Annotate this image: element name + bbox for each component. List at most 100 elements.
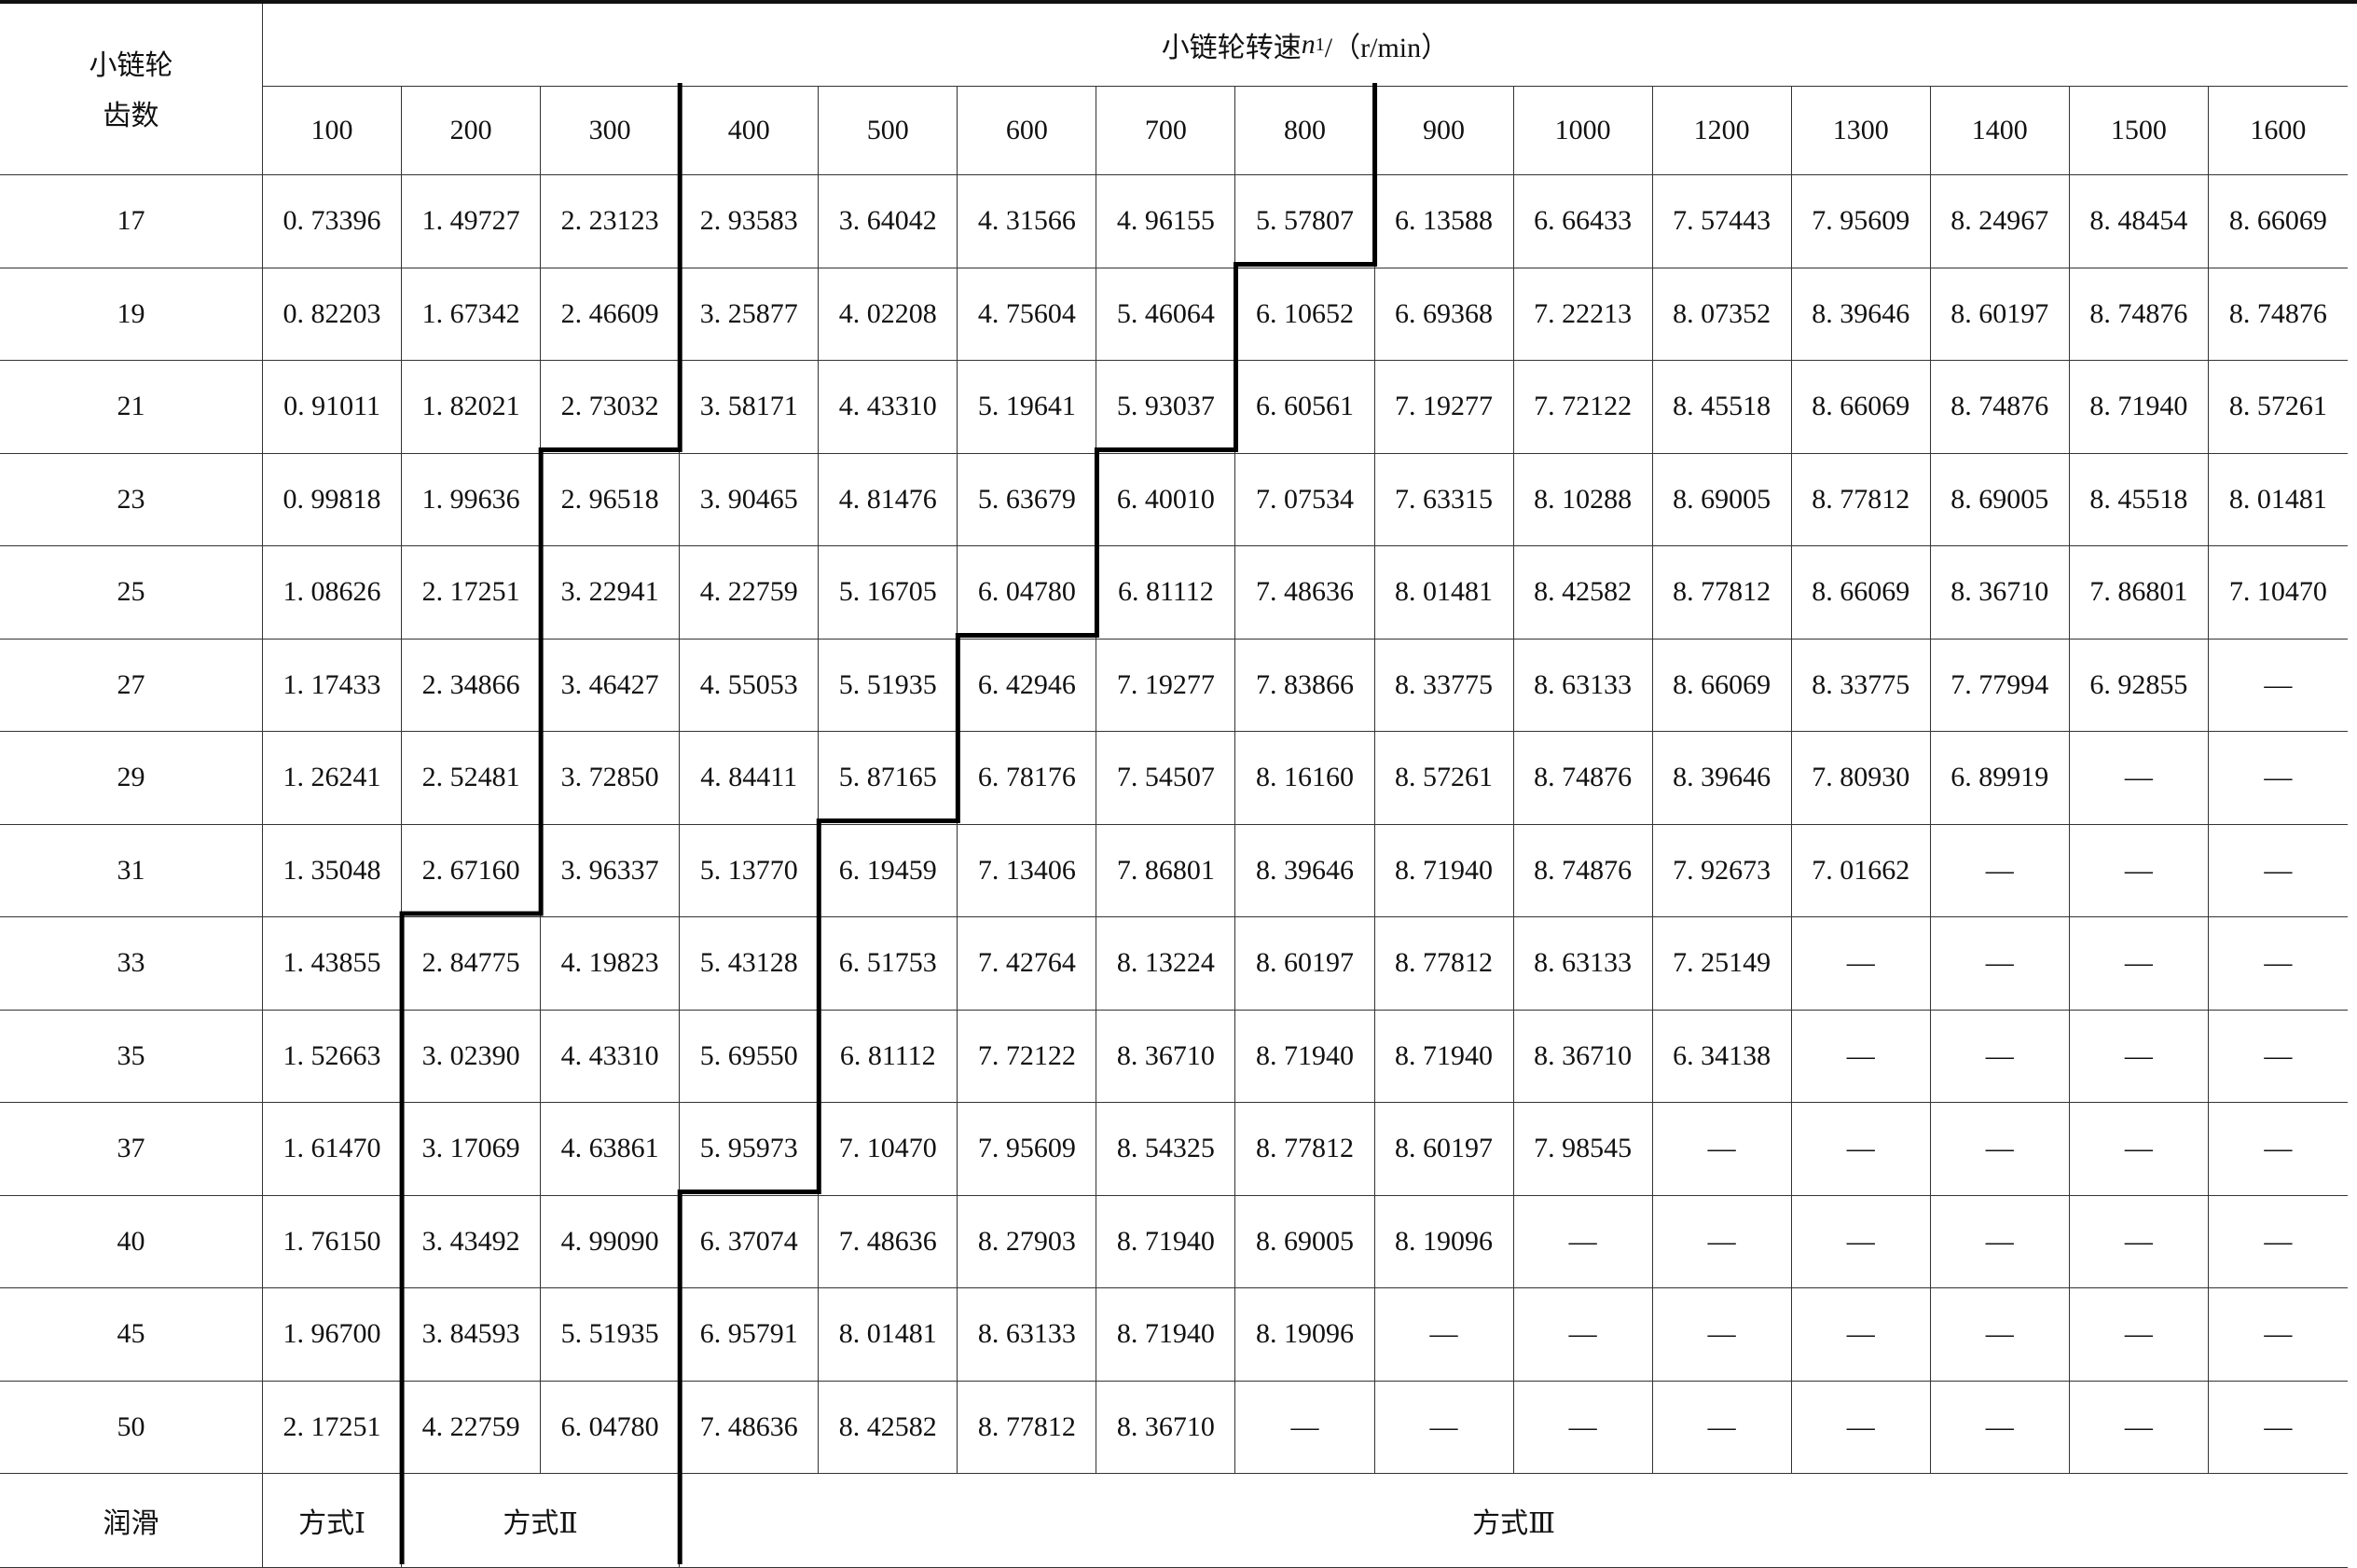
value-cell: 7. 48636	[819, 1195, 958, 1288]
value-cell: 6. 51753	[819, 917, 958, 1011]
value-cell: 7. 63315	[1374, 453, 1514, 546]
value-cell: 7. 77994	[1930, 639, 2070, 732]
value-cell: 8. 01481	[2208, 454, 2348, 546]
teeth-cell: 21	[0, 361, 263, 454]
value-cell: —	[1513, 1195, 1653, 1288]
value-cell: 8. 01481	[1374, 546, 1514, 640]
value-cell: 8. 45518	[2069, 453, 2209, 546]
value-cell: 0. 91011	[263, 361, 403, 454]
value-cell: 8. 66069	[1791, 361, 1931, 454]
value-cell: —	[1930, 917, 2070, 1011]
value-cell: 8. 33775	[1374, 639, 1514, 732]
value-cell: —	[1374, 1288, 1514, 1382]
value-cell: 5. 13770	[680, 824, 820, 917]
value-cell: 1. 49727	[402, 175, 542, 268]
value-cell: 6. 89919	[1930, 732, 2070, 825]
value-cell: 3. 96337	[541, 824, 681, 917]
value-cell: 8. 74876	[2208, 268, 2348, 361]
value-cell: 7. 48636	[680, 1381, 820, 1474]
value-cell: 7. 19277	[1374, 361, 1514, 454]
value-cell: 1. 67342	[402, 268, 542, 361]
value-cell: 4. 99090	[541, 1195, 681, 1288]
value-cell: 6. 42946	[958, 639, 1097, 732]
value-cell: 2. 84775	[402, 917, 542, 1011]
value-cell: 2. 34866	[402, 639, 542, 732]
value-cell: —	[2069, 1195, 2209, 1288]
value-cell: 8. 77812	[1652, 546, 1792, 640]
value-cell: 1. 99636	[402, 453, 542, 546]
value-cell: 2. 52481	[402, 732, 542, 825]
value-cell: 1. 43855	[263, 917, 403, 1011]
value-cell: 2. 73032	[541, 361, 681, 454]
value-cell: —	[1930, 1195, 2070, 1288]
value-cell: 7. 01662	[1791, 824, 1931, 917]
value-cell: 7. 22213	[1513, 268, 1653, 361]
speed-header-cell: 800	[1235, 87, 1375, 175]
speed-header-cell: 500	[819, 87, 958, 175]
value-cell: —	[2208, 1196, 2348, 1288]
value-cell: —	[1235, 1381, 1375, 1474]
value-cell: 3. 22941	[541, 546, 681, 640]
value-cell: 6. 78176	[958, 732, 1097, 825]
value-cell: —	[1652, 1195, 1792, 1288]
teeth-cell: 33	[0, 917, 263, 1011]
value-cell: —	[2069, 1288, 2209, 1382]
value-cell: 8. 66069	[1652, 639, 1792, 732]
value-cell: 1. 76150	[263, 1195, 403, 1288]
value-cell: 6. 92855	[2069, 639, 2209, 732]
value-cell: 8. 01481	[819, 1288, 958, 1382]
value-cell: 7. 80930	[1791, 732, 1931, 825]
value-cell: 7. 25149	[1652, 917, 1792, 1011]
value-cell: 1. 08626	[263, 546, 403, 640]
value-cell: 8. 42582	[819, 1381, 958, 1474]
value-cell: 7. 83866	[1235, 639, 1375, 732]
value-cell: 8. 77812	[1235, 1103, 1375, 1196]
value-cell: 2. 67160	[402, 824, 542, 917]
value-cell: 8. 24967	[1930, 175, 2070, 268]
value-cell: 5. 63679	[958, 453, 1097, 546]
value-cell: 7. 86801	[1096, 824, 1236, 917]
value-cell: 8. 19096	[1374, 1195, 1514, 1288]
speed-header-cell: 100	[263, 87, 403, 175]
value-cell: 8. 71940	[1374, 824, 1514, 917]
value-cell: 8. 74876	[2069, 268, 2209, 361]
value-cell: 8. 74876	[1513, 824, 1653, 917]
value-cell: —	[1791, 917, 1931, 1011]
value-cell: 8. 71940	[2069, 361, 2209, 454]
value-cell: —	[1652, 1381, 1792, 1474]
value-cell: 4. 43310	[819, 361, 958, 454]
value-cell: 1. 17433	[263, 639, 403, 732]
value-cell: 8. 69005	[1652, 453, 1792, 546]
value-cell: —	[2208, 917, 2348, 1011]
speed-title-prefix: 小链轮转速	[1161, 33, 1302, 63]
value-cell: 0. 99818	[263, 453, 403, 546]
value-cell: 8. 36710	[1096, 1381, 1236, 1474]
value-cell: —	[2208, 640, 2348, 732]
value-cell: 8. 13224	[1096, 917, 1236, 1011]
value-cell: 8. 74876	[1513, 732, 1653, 825]
teeth-cell: 19	[0, 268, 263, 361]
speed-header-cell: 200	[402, 87, 542, 175]
value-cell: 7. 72122	[958, 1010, 1097, 1103]
teeth-cell: 25	[0, 546, 263, 640]
value-cell: 4. 02208	[819, 268, 958, 361]
value-cell: 4. 63861	[541, 1103, 681, 1196]
speed-symbol: n	[1301, 29, 1316, 60]
value-cell: —	[1513, 1381, 1653, 1474]
value-cell: 8. 42582	[1513, 546, 1653, 640]
value-cell: —	[1930, 1010, 2070, 1103]
value-cell: —	[2208, 825, 2348, 917]
value-cell: 8. 16160	[1235, 732, 1375, 825]
value-cell: 4. 19823	[541, 917, 681, 1011]
value-cell: 1. 35048	[263, 824, 403, 917]
value-cell: 3. 72850	[541, 732, 681, 825]
value-cell: 8. 48454	[2069, 175, 2209, 268]
value-cell: —	[2069, 917, 2209, 1011]
value-cell: 1. 82021	[402, 361, 542, 454]
speed-header-cell: 1300	[1791, 87, 1931, 175]
value-cell: 7. 42764	[958, 917, 1097, 1011]
value-cell: 5. 19641	[958, 361, 1097, 454]
teeth-header-line1: 小链轮	[89, 50, 173, 81]
value-cell: 4. 31566	[958, 175, 1097, 268]
value-cell: 6. 69368	[1374, 268, 1514, 361]
